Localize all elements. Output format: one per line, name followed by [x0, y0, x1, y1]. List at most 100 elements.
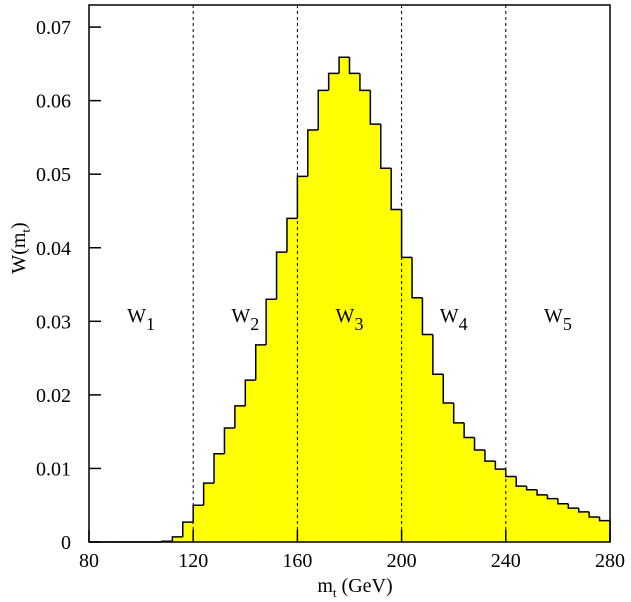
bar — [223, 427, 235, 542]
bar-fill — [484, 461, 496, 542]
bar — [452, 402, 465, 542]
bar-outline — [213, 452, 225, 484]
y-tick-label: 0 — [61, 532, 71, 554]
bar-fill — [474, 450, 485, 542]
bar-fill — [568, 508, 579, 542]
bar-outline — [244, 379, 256, 406]
bar-fill — [578, 511, 590, 542]
bar-fill — [266, 299, 277, 542]
bar — [463, 422, 475, 542]
bar — [421, 297, 433, 542]
x-tick-label: 240 — [491, 550, 521, 572]
bar — [359, 73, 371, 542]
bar — [411, 257, 423, 542]
bar-outline — [567, 503, 579, 509]
bar-fill — [547, 498, 558, 542]
bar — [254, 344, 267, 542]
bar-outline — [452, 402, 465, 424]
bar-outline — [463, 422, 475, 439]
bar — [442, 374, 454, 542]
bar — [494, 461, 506, 542]
bar-fill — [526, 489, 538, 542]
bar-fill — [276, 252, 287, 543]
region-label-sub: 3 — [354, 314, 363, 334]
y-tick-label: 0.02 — [36, 385, 71, 407]
y-label-sub: t — [18, 229, 33, 233]
bar-outline — [369, 90, 381, 125]
bar-outline — [338, 56, 350, 74]
bar-fill — [453, 422, 465, 542]
bar-outline — [171, 536, 183, 542]
region-label: W2 — [231, 305, 259, 334]
bar — [171, 536, 183, 542]
bar-outline — [234, 405, 246, 428]
bar-fill — [422, 334, 433, 542]
bar-fill — [370, 124, 381, 542]
y-label-tail: ) — [8, 222, 30, 229]
bar-fill — [443, 402, 454, 542]
bar — [327, 72, 340, 543]
bar-outline — [588, 511, 600, 518]
bar — [557, 498, 569, 542]
region-label: W1 — [127, 305, 155, 334]
bar-outline — [359, 73, 371, 92]
bar-fill — [505, 476, 517, 542]
region-label: W3 — [336, 305, 364, 334]
bar-fill — [359, 90, 371, 542]
region-label-main: W — [127, 305, 146, 327]
bar — [536, 489, 548, 542]
bar-fill — [286, 218, 298, 542]
bar-fill — [391, 209, 402, 542]
bar-outline — [182, 521, 194, 537]
bar — [348, 57, 360, 543]
bar-fill — [401, 257, 413, 542]
region-label: W4 — [440, 305, 468, 334]
bar — [390, 168, 402, 542]
bar — [234, 405, 246, 542]
y-tick-label: 0.07 — [36, 17, 71, 39]
region-label: W5 — [544, 305, 572, 334]
bar-fill — [245, 380, 256, 542]
bar-fill — [516, 486, 527, 542]
region-label-sub: 4 — [459, 314, 468, 334]
bar-outline — [286, 217, 298, 253]
x-label-tail: (GeV) — [337, 575, 393, 597]
bar — [588, 511, 600, 542]
bar — [484, 450, 496, 542]
bar-outline — [275, 251, 287, 300]
plot-frame — [88, 4, 611, 543]
bar-fill — [182, 522, 194, 542]
bar-fill — [495, 469, 506, 542]
bar-fill — [557, 503, 569, 542]
bar — [182, 521, 194, 542]
bar-fill — [172, 536, 183, 542]
bar-outline — [515, 476, 527, 487]
bar-outline — [317, 89, 329, 131]
bar — [598, 516, 611, 542]
bar — [577, 508, 590, 542]
y-label-main: W(m — [8, 232, 30, 274]
bar-fill — [380, 168, 392, 542]
bar — [192, 504, 204, 542]
bar-fill — [328, 73, 340, 543]
x-label-main: m — [317, 575, 333, 597]
x-label-sub: t — [333, 585, 337, 600]
bar-outline — [202, 482, 215, 506]
bar — [286, 217, 298, 542]
bar-outline — [473, 437, 485, 451]
x-tick-label: 280 — [595, 550, 625, 572]
bar-outline — [442, 374, 454, 404]
x-tick-label: 200 — [387, 550, 417, 572]
y-tick-label: 0.06 — [36, 91, 71, 113]
bar — [202, 482, 215, 542]
bar-outline — [411, 257, 423, 299]
y-tick-label: 0.03 — [36, 311, 71, 333]
bar — [275, 251, 287, 543]
bar — [338, 56, 350, 543]
bar — [369, 90, 381, 542]
bar — [213, 452, 225, 542]
bar-outline — [400, 209, 413, 259]
region-label-main: W — [231, 305, 250, 327]
bar-outline — [525, 486, 538, 491]
